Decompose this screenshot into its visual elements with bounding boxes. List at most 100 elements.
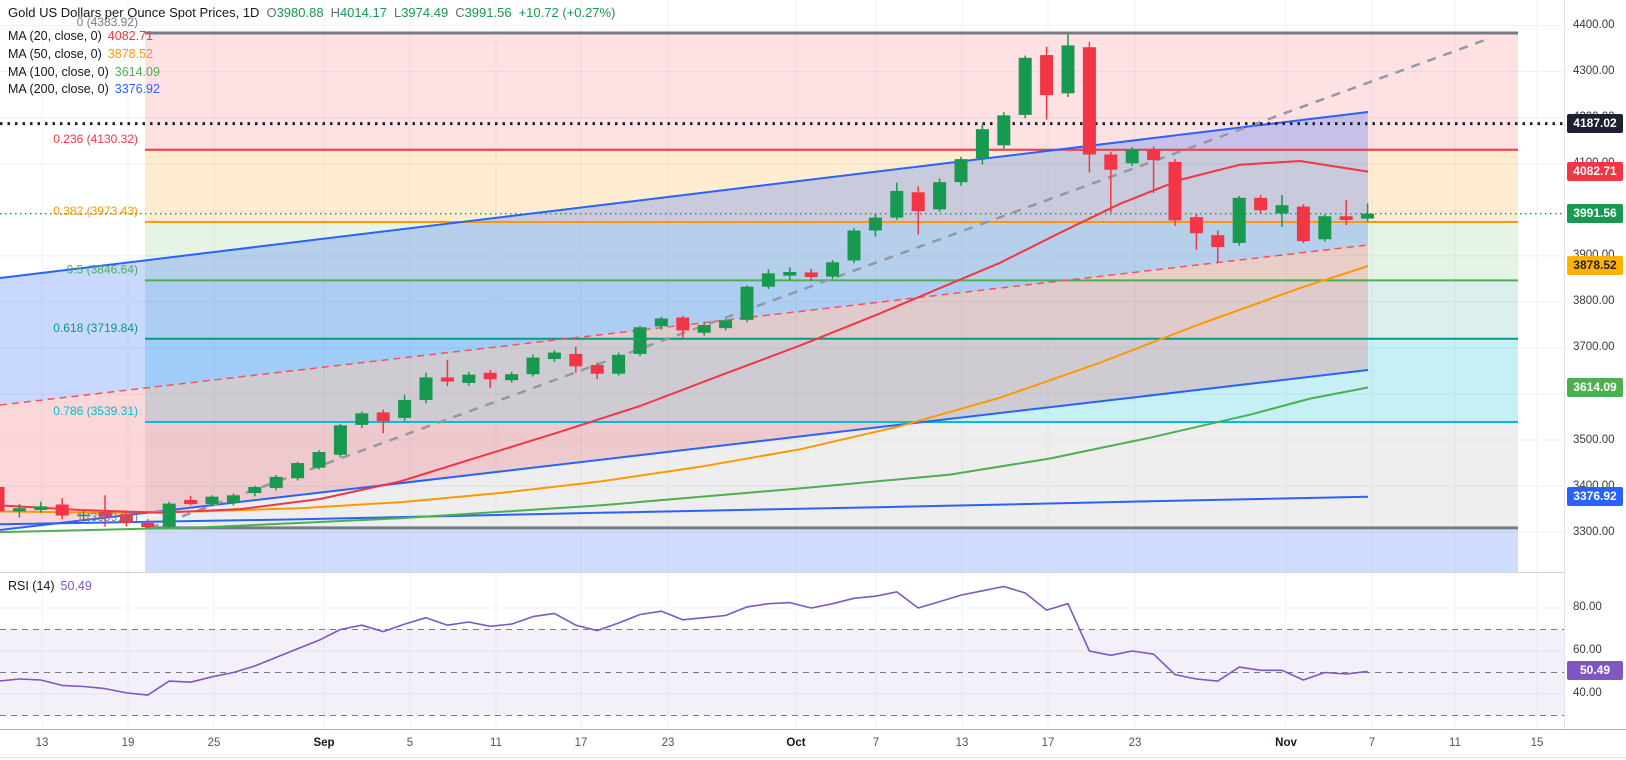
candle-body: [12, 508, 26, 512]
fib-label-0.382: 0.382 (3973.43): [53, 204, 138, 218]
candle-Sep-26: [719, 318, 733, 331]
candle-Aug-28: [269, 475, 283, 491]
time-tick-15[interactable]: 15: [1530, 737, 1544, 749]
candle-Aug-11: [0, 487, 5, 512]
time-tick-25[interactable]: 25: [207, 737, 221, 749]
candle-body: [1232, 197, 1246, 243]
axis-badge-3376.92: 3376.92: [1567, 487, 1623, 507]
change-readout: +10.72 (+0.27%): [518, 5, 616, 20]
time-tick-17[interactable]: 17: [1041, 737, 1055, 749]
candle-Oct-13: [954, 156, 968, 186]
candle-body: [440, 377, 454, 382]
candle-body: [975, 129, 989, 159]
time-tick-7[interactable]: 7: [1368, 737, 1376, 749]
candle-Oct-1: [783, 267, 797, 280]
candle-Oct-7: [868, 213, 882, 237]
candle-Oct-23: [1125, 147, 1139, 167]
candle-Nov-5: [1318, 214, 1332, 242]
time-tick-Nov[interactable]: Nov: [1275, 737, 1297, 749]
candle-body: [248, 487, 262, 494]
rsi-legend[interactable]: RSI (14) 50.49: [8, 579, 92, 593]
axis-label-3800.00: 3800.00: [1573, 295, 1615, 308]
time-tick-7[interactable]: 7: [872, 737, 880, 749]
candle-Aug-29: [291, 461, 305, 481]
time-tick-13[interactable]: 13: [35, 737, 49, 749]
price-axis[interactable]: 4400.004300.004200.004100.003900.003800.…: [1564, 0, 1626, 729]
time-tick-23[interactable]: 23: [661, 737, 675, 749]
candle-Oct-22: [1104, 151, 1118, 213]
symbol-title: Gold US Dollars per Ounce Spot Prices, 1…: [8, 5, 260, 20]
candle-Aug-15: [77, 510, 91, 521]
axis-badge-4082.71: 4082.71: [1567, 162, 1623, 182]
candle-Oct-24: [1147, 146, 1161, 194]
candle-body: [34, 506, 48, 511]
time-tick-Sep[interactable]: Sep: [313, 737, 335, 749]
candle-Oct-16: [1018, 55, 1032, 119]
candle-body: [569, 353, 583, 367]
fib-label-0.236: 0.236 (4130.32): [53, 132, 138, 146]
candle-Oct-17: [1040, 46, 1054, 120]
ma-200-line[interactable]: [0, 495, 1369, 526]
candle-body: [697, 324, 711, 333]
candle-Sep-5: [398, 394, 412, 421]
open-label: O: [266, 5, 277, 20]
axis-label-4300.00: 4300.00: [1573, 65, 1615, 78]
time-tick-5[interactable]: 5: [406, 737, 414, 749]
candle-Oct-14: [975, 124, 989, 165]
candle-body: [184, 499, 198, 505]
price-pane[interactable]: 0 (4383.92) 0.236 (4130.32) 0.382 (3973.43…: [0, 0, 1564, 572]
ma-200-value: 3376.92: [114, 82, 160, 96]
candle-Aug-20: [141, 519, 155, 529]
candle-body: [1104, 154, 1118, 170]
candle-body: [590, 364, 604, 374]
candle-Sep-19: [612, 352, 626, 376]
ma-legend-row-100[interactable]: MA (100, close, 0) 3614.09: [8, 64, 160, 81]
candle-Sep-29: [740, 285, 754, 323]
candle-Oct-20: [1061, 34, 1075, 97]
time-tick-23[interactable]: 23: [1128, 737, 1142, 749]
candle-body: [911, 192, 925, 212]
candle-Aug-19: [119, 511, 133, 527]
time-tick-17[interactable]: 17: [574, 737, 588, 749]
candle-body: [1082, 47, 1096, 155]
candle-body: [205, 496, 219, 505]
candle-body: [954, 159, 968, 183]
low-label: L: [393, 5, 402, 20]
ma-100-line[interactable]: [0, 386, 1369, 534]
candle-Aug-25: [205, 495, 219, 507]
rsi-pane[interactable]: RSI (14) 50.49: [0, 572, 1564, 730]
candle-Oct-10: [933, 178, 947, 212]
time-tick-Oct[interactable]: Oct: [786, 737, 806, 749]
candle-Oct-2: [804, 268, 818, 281]
candle-body: [1361, 213, 1375, 219]
rsi-line[interactable]: [0, 585, 1368, 696]
symbol-legend[interactable]: Gold US Dollars per Ounce Spot Prices, 1…: [8, 5, 615, 20]
candle-body: [505, 374, 519, 381]
time-tick-11[interactable]: 11: [490, 737, 502, 749]
channel-lower[interactable]: [0, 369, 1369, 531]
time-tick-11[interactable]: 11: [1449, 737, 1461, 749]
time-axis[interactable]: 13 19 25 Sep 5 11 17 23 Oct 7 13 17 23 Nov 7 11 15: [0, 729, 1626, 760]
time-tick-13[interactable]: 13: [955, 737, 969, 749]
ma-20-value: 4082.71: [107, 29, 153, 43]
candle-body: [0, 487, 5, 512]
rsi-label: RSI (14): [8, 579, 55, 593]
axis-label-3500.00: 3500.00: [1573, 433, 1615, 446]
axis-label-4400.00: 4400.00: [1573, 19, 1615, 32]
candle-body: [1318, 216, 1332, 240]
fib-band-4: [145, 338, 1518, 422]
candle-body: [547, 352, 561, 359]
candle-body: [226, 495, 240, 504]
ma-legend-row-200[interactable]: MA (200, close, 0) 3376.92: [8, 81, 160, 98]
candle-Aug-13: [34, 501, 48, 513]
time-tick-19[interactable]: 19: [121, 737, 135, 749]
ma-legend-row-20[interactable]: MA (20, close, 0) 4082.71: [8, 28, 153, 45]
candle-Oct-21: [1082, 41, 1096, 173]
high-label: H: [330, 5, 340, 20]
channel-upper[interactable]: [0, 111, 1369, 279]
candle-Oct-15: [997, 112, 1011, 149]
candle-body: [997, 115, 1011, 146]
candle-Nov-7: [1361, 203, 1375, 222]
ma-legend-row-50[interactable]: MA (50, close, 0) 3878.52: [8, 46, 153, 63]
candle-body: [398, 399, 412, 418]
